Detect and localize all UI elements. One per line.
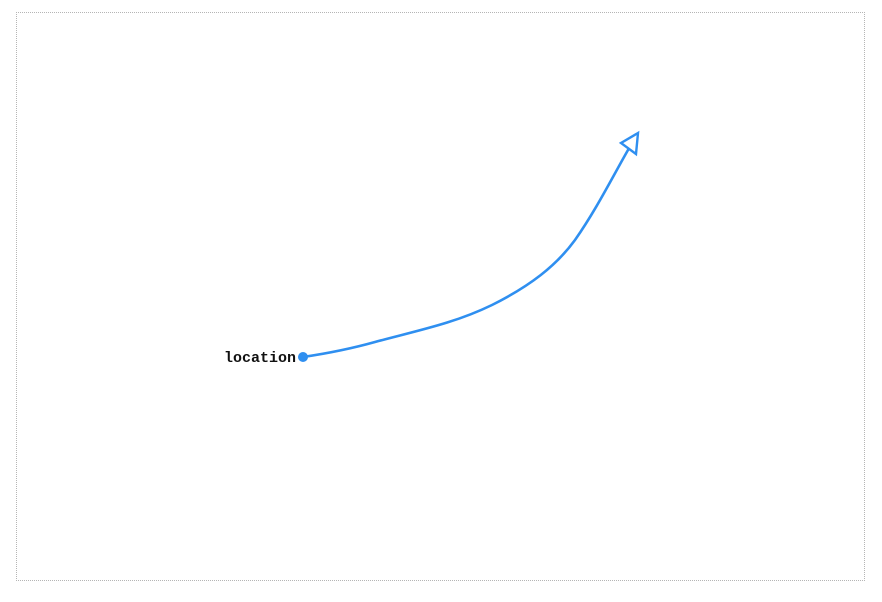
curved-arrow-path xyxy=(301,148,630,359)
dotted-frame xyxy=(16,12,865,581)
start-point-label: location xyxy=(224,350,296,367)
start-point-marker xyxy=(298,352,308,362)
hollow-arrowhead-icon xyxy=(618,130,640,157)
